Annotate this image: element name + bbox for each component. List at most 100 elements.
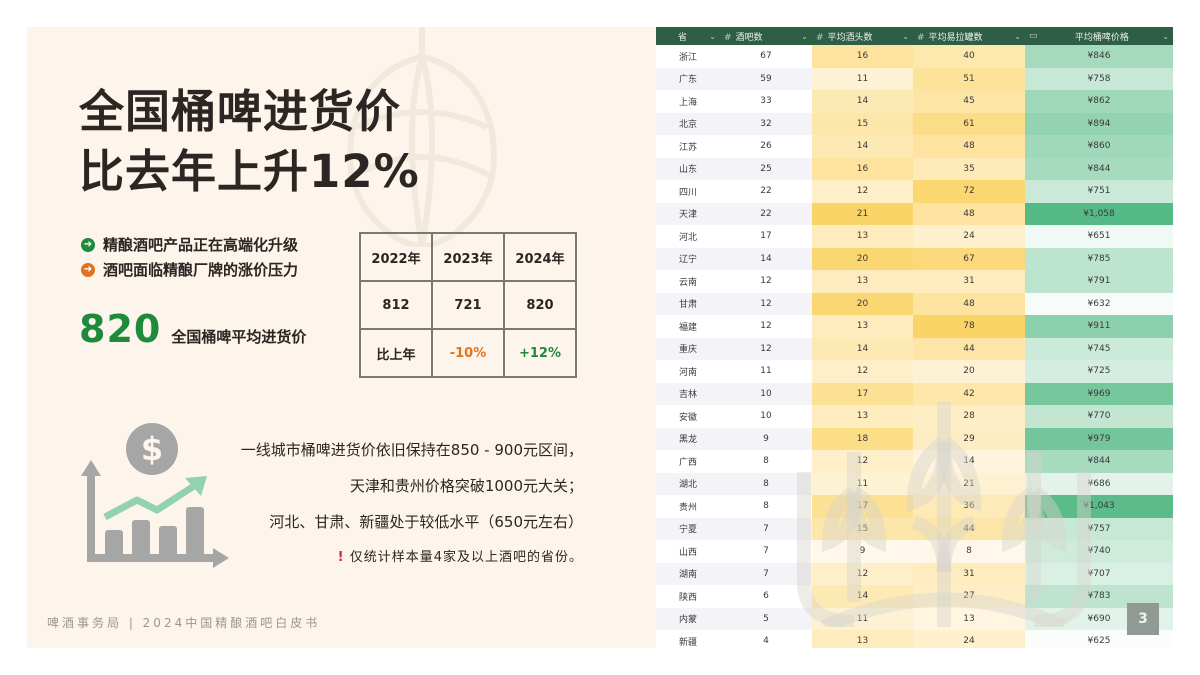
cell-avg-taps: 15 [812,517,913,540]
exclamation-icon: ! [337,550,345,565]
cell-avg-cans: 40 [913,45,1025,68]
cell-avg-taps: 13 [812,225,913,248]
slide: 全国桶啤进货价 比去年上升12% ➔ 精酿酒吧产品正在高端化升级 ➔ 酒吧面临精… [27,27,1173,648]
table-row[interactable]: 浙江 67 16 40 ¥846 [656,45,1173,68]
cell-avg-taps: 21 [812,202,913,225]
note-line: 河北、甘肃、新疆处于较低水平（650元左右） [269,513,583,531]
cell-province: 江苏 [656,135,720,158]
table-row[interactable]: 广东 59 11 51 ¥758 [656,67,1173,90]
cell-avg-price: ¥1,043 [1025,495,1173,518]
cell-avg-cans: 21 [913,472,1025,495]
cell-avg-cans: 8 [913,540,1025,563]
number-type-icon: # [816,32,824,43]
cell-avg-cans: 24 [913,225,1025,248]
cell-avg-price: ¥707 [1025,562,1173,585]
cell-province: 湖南 [656,562,720,585]
table-row[interactable]: 陕西 6 14 27 ¥783 [656,585,1173,608]
table-row[interactable]: 山东 25 16 35 ¥844 [656,157,1173,180]
cell-avg-taps: 14 [812,135,913,158]
table-row[interactable]: 湖北 8 11 21 ¥686 [656,472,1173,495]
table-row[interactable]: 内蒙 5 11 13 ¥690 [656,607,1173,630]
column-header-taps[interactable]: # 平均酒头数 ⌄ [812,27,913,45]
province-data-table: 省 ⌄ # 酒吧数 ⌄ # 平均酒头数 ⌄ # 平均易拉罐数 ⌄ ▭ 平均桶啤价格 ⌄ 浙江 67 1… [656,27,1173,648]
cell-avg-cans: 13 [913,607,1025,630]
column-label: 平均酒头数 [827,32,873,43]
cell-avg-taps: 12 [812,180,913,203]
cell-avg-cans: 67 [913,247,1025,270]
table-row[interactable]: 贵州 8 17 36 ¥1,043 [656,495,1173,518]
table-row[interactable]: 吉林 10 17 42 ¥969 [656,382,1173,405]
chevron-down-icon[interactable]: ⌄ [709,31,716,41]
cell-avg-taps: 11 [812,472,913,495]
cell-bar-count: 8 [720,450,812,473]
change-value-negative: -10% [431,328,505,378]
change-label: 比上年 [359,328,433,378]
bullet-list: ➔ 精酿酒吧产品正在高端化升级 ➔ 酒吧面临精酿厂牌的涨价压力 [81,232,298,282]
chevron-down-icon[interactable]: ⌄ [1162,31,1169,41]
cell-avg-cans: 78 [913,315,1025,338]
table-row[interactable]: 湖南 7 12 31 ¥707 [656,562,1173,585]
cell-avg-price: ¥757 [1025,517,1173,540]
table-row[interactable]: 宁夏 7 15 44 ¥757 [656,517,1173,540]
cell-province: 河北 [656,225,720,248]
cell-bar-count: 7 [720,562,812,585]
title-line-1: 全国桶啤进货价 [79,85,402,138]
cell-avg-price: ¥651 [1025,225,1173,248]
table-row[interactable]: 广西 8 12 14 ¥844 [656,450,1173,473]
column-header-province[interactable]: 省 ⌄ [656,27,720,45]
table-row[interactable]: 安徽 10 13 28 ¥770 [656,405,1173,428]
change-value-positive: +12% [503,328,577,378]
cell-avg-taps: 11 [812,67,913,90]
table-row[interactable]: 天津 22 21 48 ¥1,058 [656,202,1173,225]
cell-avg-price: ¥686 [1025,472,1173,495]
cell-province: 宁夏 [656,517,720,540]
table-row[interactable]: 黑龙 9 18 29 ¥979 [656,427,1173,450]
cell-avg-price: ¥783 [1025,585,1173,608]
chevron-down-icon[interactable]: ⌄ [902,31,909,41]
bullet-text: 酒吧面临精酿厂牌的涨价压力 [103,261,299,279]
table-row[interactable]: 江苏 26 14 48 ¥860 [656,135,1173,158]
cell-bar-count: 67 [720,45,812,68]
cell-avg-taps: 14 [812,337,913,360]
page-number-badge: 3 [1127,603,1159,635]
cell-province: 浙江 [656,45,720,68]
table-row[interactable]: 甘肃 12 20 48 ¥632 [656,292,1173,315]
cell-avg-cans: 31 [913,270,1025,293]
cell-province: 北京 [656,112,720,135]
table-row[interactable]: 北京 32 15 61 ¥894 [656,112,1173,135]
column-header-price[interactable]: ▭ 平均桶啤价格 ⌄ [1025,27,1173,45]
table-row[interactable]: 重庆 12 14 44 ¥745 [656,337,1173,360]
cell-avg-taps: 18 [812,427,913,450]
title-line-2: 比去年上升12% [79,145,420,198]
table-row[interactable]: 新疆 4 13 24 ¥625 [656,630,1173,648]
table-row[interactable]: 上海 33 14 45 ¥862 [656,90,1173,113]
table-row[interactable]: 河南 11 12 20 ¥725 [656,360,1173,383]
column-header-cans[interactable]: # 平均易拉罐数 ⌄ [913,27,1025,45]
chevron-down-icon[interactable]: ⌄ [801,31,808,41]
cell-avg-taps: 12 [812,450,913,473]
arrow-right-circle-icon: ➔ [81,237,95,252]
cell-province: 安徽 [656,405,720,428]
year-change-row: 比上年 -10% +12% [359,328,577,378]
cell-avg-taps: 14 [812,585,913,608]
table-row[interactable]: 山西 7 9 8 ¥740 [656,540,1173,563]
cell-province: 吉林 [656,382,720,405]
column-label: 平均易拉罐数 [928,32,983,43]
cell-province: 内蒙 [656,607,720,630]
cell-avg-cans: 29 [913,427,1025,450]
table-row[interactable]: 四川 22 12 72 ¥751 [656,180,1173,203]
cell-bar-count: 6 [720,585,812,608]
cell-province: 山东 [656,157,720,180]
table-row[interactable]: 河北 17 13 24 ¥651 [656,225,1173,248]
cell-avg-price: ¥725 [1025,360,1173,383]
table-row[interactable]: 辽宁 14 20 67 ¥785 [656,247,1173,270]
column-header-bars[interactable]: # 酒吧数 ⌄ [720,27,812,45]
cell-bar-count: 25 [720,157,812,180]
cell-avg-taps: 13 [812,630,913,648]
chevron-down-icon[interactable]: ⌄ [1014,31,1021,41]
table-row[interactable]: 云南 12 13 31 ¥791 [656,270,1173,293]
cell-province: 河南 [656,360,720,383]
column-label: 酒吧数 [735,32,763,43]
table-row[interactable]: 福建 12 13 78 ¥911 [656,315,1173,338]
cell-avg-cans: 31 [913,562,1025,585]
